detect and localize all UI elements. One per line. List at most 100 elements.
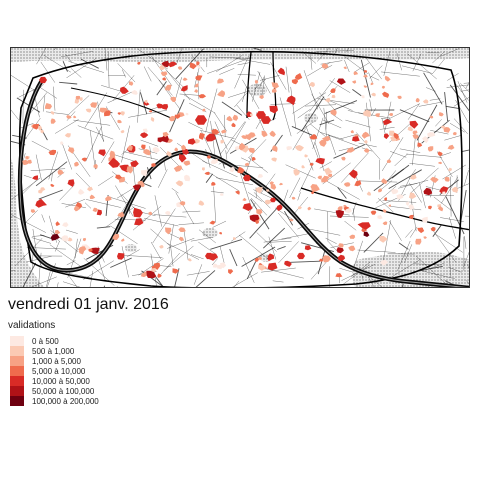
street-line [407, 103, 420, 120]
street-line [402, 283, 404, 287]
street-line [121, 125, 130, 163]
station-polygon [204, 171, 210, 175]
street-line [232, 272, 258, 287]
station-polygon [143, 149, 151, 156]
street-line [369, 65, 383, 79]
street-line [165, 68, 191, 101]
street-line [61, 203, 86, 208]
hub-station-polygon [297, 252, 305, 260]
station-polygon [96, 209, 102, 216]
station-polygon [36, 123, 40, 127]
street-line [339, 268, 354, 273]
street-line [279, 97, 292, 137]
station-polygon [242, 197, 247, 201]
street-line [436, 151, 453, 178]
station-polygon [159, 245, 164, 249]
station-polygon [309, 81, 315, 88]
street-line [401, 65, 434, 74]
station-polygon [271, 88, 277, 93]
street-line [455, 99, 469, 123]
street-line [308, 228, 341, 236]
street-line [387, 170, 397, 181]
hub-station-polygon [39, 76, 47, 84]
station-polygon [271, 145, 278, 152]
station-polygon [141, 169, 148, 177]
station-polygon [361, 95, 365, 99]
station-polygon [277, 67, 285, 76]
street-line [328, 241, 338, 252]
station-polygon [388, 113, 394, 117]
street-line [317, 98, 355, 104]
street-line [412, 53, 422, 72]
street-line [143, 66, 152, 82]
street-line [248, 139, 267, 158]
street-line [319, 119, 335, 126]
station-polygon [363, 231, 370, 237]
station-polygon [297, 206, 302, 210]
street-line [389, 221, 402, 241]
street-line [296, 121, 314, 134]
street-line [418, 101, 444, 107]
station-polygon [375, 113, 381, 118]
station-polygon [115, 174, 123, 180]
station-polygon [311, 191, 314, 195]
station-polygon [55, 221, 61, 227]
station-polygon [309, 162, 314, 166]
station-polygon [304, 154, 308, 158]
street-line [419, 182, 426, 209]
street-line [105, 206, 135, 228]
street-line [221, 101, 243, 116]
street-line [383, 50, 391, 76]
street-line [464, 236, 467, 249]
station-polygon [228, 269, 234, 275]
street-line [364, 56, 382, 80]
street-line [46, 271, 51, 287]
station-polygon [384, 197, 388, 201]
street-line [379, 180, 393, 191]
station-polygon [220, 262, 227, 269]
station-polygon [353, 71, 359, 76]
station-polygon [221, 129, 227, 134]
station-polygon [173, 165, 183, 172]
street-line [144, 218, 179, 227]
station-polygon [126, 166, 133, 174]
station-polygon [117, 119, 122, 124]
street-line [228, 90, 249, 98]
street-line [35, 161, 68, 187]
street-line [132, 205, 162, 231]
street-line [340, 134, 358, 139]
station-polygon [140, 183, 145, 188]
station-polygon [92, 207, 99, 213]
street-line [455, 183, 469, 190]
street-line [305, 104, 337, 107]
station-polygon [137, 61, 141, 65]
street-line [153, 214, 187, 218]
street-line [38, 189, 63, 200]
station-polygon [321, 63, 329, 69]
station-polygon [415, 97, 420, 103]
street-line [68, 61, 105, 73]
street-line [25, 210, 38, 224]
station-polygon [304, 245, 312, 251]
street-line [435, 233, 463, 253]
station-polygon [267, 253, 275, 262]
street-line [66, 260, 76, 266]
street-line [167, 243, 199, 260]
station-polygon [341, 156, 346, 161]
station-polygon [82, 237, 87, 242]
street-line [126, 249, 140, 258]
street-line [353, 240, 363, 269]
station-polygon [78, 188, 85, 195]
legend-label: 0 à 500 [32, 336, 59, 346]
street-line [234, 57, 271, 65]
station-polygon [166, 151, 172, 157]
street-line [150, 241, 162, 260]
station-polygon [430, 176, 439, 183]
street-line [231, 231, 246, 242]
station-polygon [188, 258, 192, 262]
station-polygon [159, 64, 166, 71]
station-polygon [363, 74, 368, 78]
street-line [460, 89, 469, 92]
street-line [205, 111, 211, 133]
street-line [470, 165, 471, 173]
